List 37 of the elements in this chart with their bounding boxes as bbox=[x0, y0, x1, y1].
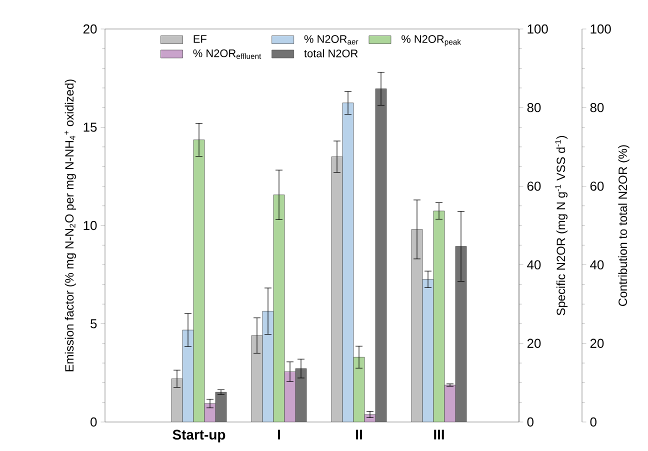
legend-label: EF bbox=[194, 35, 206, 43]
bar bbox=[444, 384, 456, 422]
bar bbox=[182, 330, 194, 422]
y-tick-label: 10 bbox=[84, 220, 97, 230]
y3-tick-label: 80 bbox=[590, 103, 604, 112]
bar bbox=[375, 88, 387, 422]
legend-label: % N2OR$_{aer}$ bbox=[304, 35, 358, 45]
y3-tick-label: 100 bbox=[590, 24, 611, 34]
y3-tick-label: 60 bbox=[590, 182, 604, 191]
y2-tick-label: 40 bbox=[527, 260, 541, 270]
y-tick-label: 0 bbox=[90, 417, 97, 427]
x-tick-label: Start-up bbox=[172, 430, 226, 442]
y-tick-label: 5 bbox=[90, 319, 97, 328]
legend-label: % N2OR$_{peak}$ bbox=[402, 35, 462, 46]
bar bbox=[353, 356, 365, 422]
y2-tick-label: 80 bbox=[527, 103, 541, 112]
legend-label: total N2OR bbox=[304, 49, 358, 58]
y3-axis-title: Contribution to total N2OR (%) bbox=[618, 145, 630, 306]
y3-tick-label: 0 bbox=[590, 417, 596, 427]
x-tick-label: II bbox=[356, 430, 362, 440]
y2-tick-label: 60 bbox=[527, 182, 541, 191]
bar bbox=[433, 210, 445, 422]
x-tick-label: I bbox=[278, 430, 280, 440]
legend-label: % N2OR$_{effluent}$ bbox=[193, 49, 262, 59]
x-tick-label: III bbox=[434, 430, 444, 440]
y3-tick-label: 40 bbox=[590, 260, 604, 270]
y2-axis-title: Specific N2OR (mg N g$^{-1}$ VSS d$^{-1}$) bbox=[555, 136, 568, 316]
y2-tick-label: 20 bbox=[527, 338, 541, 348]
y-tick-label: 20 bbox=[83, 24, 97, 34]
y3-tick-label: 20 bbox=[590, 338, 604, 348]
y-axis-title: Emission factor (% mg N-N$_{2}$O per mg N-NH$_{4}$$^{+}$ oxidized) bbox=[64, 80, 76, 372]
bar bbox=[455, 246, 467, 422]
y-tick-label: 15 bbox=[84, 122, 97, 132]
bar bbox=[194, 140, 205, 422]
bar bbox=[273, 194, 285, 422]
y2-tick-label: 100 bbox=[528, 24, 548, 34]
y2-tick-label: 0 bbox=[527, 417, 534, 427]
